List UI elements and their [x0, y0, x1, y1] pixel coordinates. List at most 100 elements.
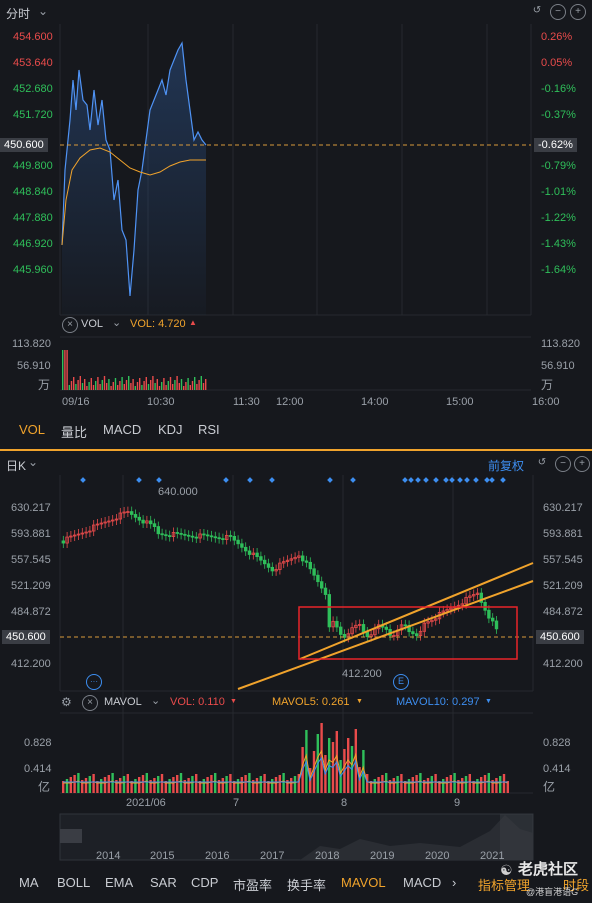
tab-macd[interactable]: MACD [103, 422, 142, 437]
candle-body [175, 532, 179, 534]
daily-volume-bar [119, 778, 122, 793]
tab-vol[interactable]: VOL [19, 422, 46, 437]
candle-body [449, 607, 453, 610]
overview-area [60, 815, 533, 860]
chevron-down-icon[interactable]: ⌄ [112, 317, 122, 329]
intraday-title[interactable]: 分时 [6, 7, 31, 21]
event-marker[interactable]: E [393, 674, 409, 690]
daily-volume-bar [483, 775, 487, 793]
price-label: 451.720 [13, 109, 53, 121]
tab-mavol[interactable]: MAVOL [341, 875, 386, 890]
intraday-chart[interactable] [0, 0, 592, 449]
tab-ema[interactable]: EMA [105, 875, 134, 890]
vol-indicator-name[interactable]: VOL [81, 318, 104, 330]
trendline-lower[interactable] [237, 580, 534, 690]
intraday-volume-bar [130, 383, 132, 390]
event-dot [156, 477, 162, 483]
intraday-volume-bar [176, 376, 178, 390]
candle-body [278, 562, 282, 570]
candle-body [209, 535, 214, 538]
daily-volume-bar [274, 777, 278, 793]
time-label: 09/16 [62, 396, 90, 408]
tab-ma[interactable]: MA [19, 875, 39, 890]
mavol-indicator-name[interactable]: MAVOL [104, 696, 142, 708]
event-dot [269, 477, 275, 483]
more-tabs-chevron-icon[interactable]: › [452, 875, 457, 890]
daily-volume-bar [62, 781, 65, 793]
intraday-volume-bar [147, 384, 150, 390]
candle-body [430, 619, 434, 623]
candle-body [171, 532, 176, 537]
tab-cdp[interactable]: CDP [191, 875, 219, 890]
daily-chart[interactable] [0, 451, 592, 903]
tab-volume-ratio[interactable]: 量比 [61, 425, 88, 440]
daily-volume-bar [145, 773, 148, 793]
daily-volume-bar [221, 778, 224, 793]
vol-scale-right: 0.414 [543, 763, 571, 775]
daily-volume-bar [233, 781, 236, 793]
daily-volume-bar [388, 780, 392, 793]
vol-scale: 0.414 [24, 763, 52, 775]
highlight-box[interactable] [298, 606, 518, 660]
mavol5-line [63, 749, 508, 784]
candle-body [65, 536, 69, 544]
intraday-volume-bar [150, 380, 152, 390]
candle-body [266, 563, 271, 568]
chevron-down-icon[interactable]: ⌄ [28, 455, 39, 469]
overview-left-handle[interactable] [60, 829, 82, 843]
intraday-volume-bar [81, 383, 84, 390]
tab-rsi[interactable]: RSI [198, 422, 220, 437]
candle-body [228, 535, 233, 537]
intraday-volume-bar [70, 381, 73, 390]
adjust-mode-button[interactable]: 前复权 [488, 459, 525, 473]
daily-volume-bar [255, 778, 259, 793]
candle-body [274, 569, 278, 572]
indicator-manage-button[interactable]: 指标管理 [478, 878, 531, 893]
trendline-upper[interactable] [299, 562, 534, 660]
price-label: 484.872 [11, 606, 51, 618]
intraday-volume-bars [62, 350, 207, 390]
settings-icon[interactable]: ⚙ [61, 695, 72, 709]
event-markers[interactable] [80, 477, 506, 483]
event-dot [443, 477, 449, 483]
tab-macd[interactable]: MACD [403, 875, 442, 890]
reset-icon[interactable]: ↺ [532, 5, 542, 16]
tab-turnover[interactable]: 换手率 [287, 878, 327, 893]
price-label-right: 593.881 [543, 528, 583, 540]
daily-volume-bar [191, 776, 194, 793]
event-dot [489, 477, 495, 483]
tab-sar[interactable]: SAR [150, 875, 177, 890]
chevron-down-icon[interactable]: ⌄ [38, 4, 49, 18]
zoom-out-icon[interactable]: − [555, 456, 571, 472]
close-indicator-icon[interactable]: × [62, 317, 78, 333]
tab-pe-ratio[interactable]: 市盈率 [233, 878, 273, 893]
overview-window[interactable] [500, 814, 533, 860]
more-events-icon[interactable]: ··· [86, 674, 102, 690]
tab-kdj[interactable]: KDJ [158, 422, 183, 437]
daily-volume-bar [172, 777, 175, 793]
zoom-in-icon[interactable]: + [570, 4, 586, 20]
mavol10-line [63, 756, 508, 783]
tab-boll[interactable]: BOLL [57, 875, 91, 890]
time-range-button[interactable]: 时段 [563, 878, 590, 893]
daily-volume-bar [415, 775, 418, 793]
vol-unit-right: 亿 [543, 780, 556, 794]
intraday-volume-bar [136, 382, 139, 390]
candle-body [205, 534, 210, 537]
chevron-down-icon[interactable]: ⌄ [151, 695, 161, 707]
daily-title[interactable]: 日K [6, 459, 27, 473]
candle-body [331, 620, 335, 628]
zoom-out-icon[interactable]: − [550, 4, 566, 20]
candle-body [243, 546, 248, 552]
tiger-logo-icon: ☯ [500, 862, 513, 878]
reset-icon[interactable]: ↺ [537, 457, 547, 468]
year-label: 2015 [150, 850, 175, 862]
close-indicator-icon[interactable]: × [82, 695, 98, 711]
intraday-volume-bar [174, 380, 176, 390]
price-label: 454.600 [13, 31, 53, 43]
candle-body [156, 526, 160, 535]
intraday-volume-bar [134, 386, 136, 390]
price-label: 453.640 [13, 57, 53, 69]
pct-label: -1.22% [541, 212, 576, 224]
zoom-in-icon[interactable]: + [574, 456, 590, 472]
